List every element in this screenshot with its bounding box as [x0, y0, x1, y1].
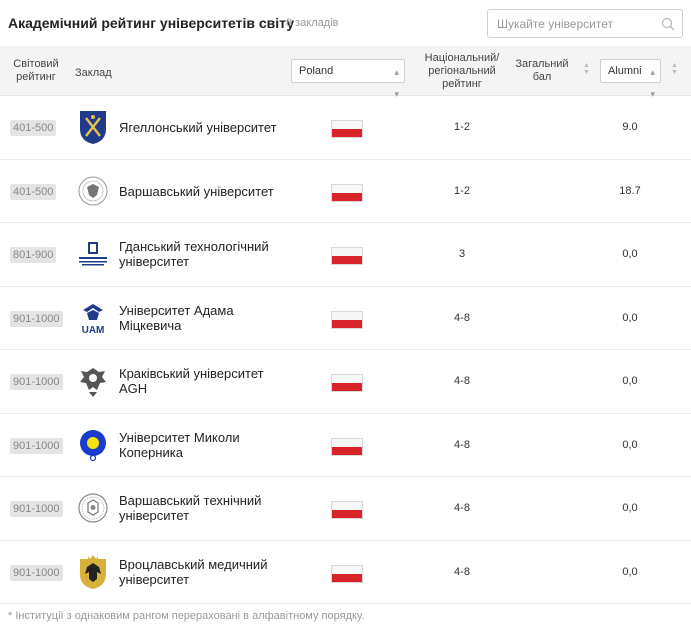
alumni-score: 0,0	[622, 438, 638, 451]
sort-icon[interactable]: ▲ ▼	[583, 62, 590, 76]
search-icon[interactable]	[660, 16, 676, 32]
column-world-rank: Світовий рейтинг	[13, 58, 59, 83]
table-row: 401-500 Ягеллонський університет 1-2 9.0	[0, 96, 691, 160]
table-row: 901-1000 Університет Миколи Коперника 4-…	[0, 414, 691, 477]
institution-name[interactable]: Вроцлавський медичний університет	[119, 556, 268, 587]
table-row: 901-1000 Краківський університет AGH 4-8…	[0, 350, 691, 414]
rank-badge: 901-1000	[10, 564, 63, 581]
page-title: Академічний рейтинг університетів світу	[8, 15, 295, 31]
poland-flag-icon	[331, 183, 363, 202]
institution-name[interactable]: Ягеллонський університет	[119, 120, 277, 135]
national-rank: 4-8	[454, 311, 470, 324]
institution-name[interactable]: Університет Миколи Коперника	[119, 429, 240, 460]
national-rank: 4-8	[454, 502, 470, 514]
alumni-score: 0,0	[622, 375, 638, 387]
table-row: 401-500 Варшавський університет 1-2 18.7	[0, 160, 691, 223]
uam-logo-icon: UAM	[82, 303, 105, 336]
institution-name[interactable]: Варшавський університет	[119, 183, 274, 199]
table-body: 401-500 Ягеллонський університет 1-2 9.0…	[0, 96, 691, 604]
rank-badge: 401-500	[10, 183, 57, 200]
national-rank: 3	[458, 248, 466, 260]
rank-badge: 801-900	[10, 247, 57, 263]
table-row: 901-1000 UAM Університет Адама Міцкевича…	[0, 287, 691, 350]
poland-flag-icon	[331, 247, 363, 265]
column-total-score[interactable]: Загальний бал	[515, 58, 569, 83]
sort-arrows-icon: ▴ ▾	[394, 67, 399, 99]
alumni-score: 0,0	[622, 502, 638, 514]
rank-badge: 401-500	[10, 120, 57, 136]
poland-flag-icon	[331, 310, 363, 329]
footnote: * Інституції з однаковим рангом перерахо…	[8, 610, 365, 622]
top-bar: Академічний рейтинг університетів світу …	[0, 0, 691, 46]
gdansk-tech-logo-icon	[79, 242, 107, 266]
table-header: Світовий рейтинг Заклад Poland ▴ ▾ Націон…	[0, 46, 691, 99]
svg-text:UAM: UAM	[82, 325, 105, 336]
alumni-score: 0,0	[622, 311, 638, 324]
search-input[interactable]	[488, 10, 653, 37]
search-box[interactable]	[487, 9, 683, 38]
national-rank: 4-8	[454, 375, 470, 387]
warsaw-tech-logo-icon	[78, 493, 108, 523]
alumni-score: 0,0	[622, 565, 638, 578]
poland-flag-icon	[331, 437, 363, 456]
poland-flag-icon	[331, 564, 363, 583]
indicator-select-value: Alumni	[608, 65, 642, 77]
warsaw-university-logo-icon	[78, 176, 108, 205]
column-institution: Заклад	[75, 67, 112, 79]
table-row: 901-1000 Варшавський технічний університ…	[0, 477, 691, 541]
rank-badge: 901-1000	[10, 310, 63, 327]
institution-name[interactable]: Університет Адама Міцкевича	[119, 302, 234, 333]
national-rank: 4-8	[454, 565, 470, 578]
poland-flag-icon	[331, 374, 363, 392]
sort-arrows-icon: ▴ ▾	[650, 67, 655, 99]
wroclaw-medical-logo-icon	[80, 554, 106, 589]
rank-badge: 901-1000	[10, 374, 63, 390]
national-rank: 1-2	[454, 121, 470, 133]
poland-flag-icon	[331, 501, 363, 519]
institution-name[interactable]: Варшавський технічний університет	[119, 493, 262, 523]
indicator-select[interactable]: Alumni ▴ ▾	[600, 59, 661, 99]
national-rank: 1-2	[454, 184, 470, 197]
alumni-score: 9.0	[622, 121, 638, 133]
jagiellonian-logo-icon	[80, 111, 106, 144]
national-rank: 4-8	[454, 438, 470, 451]
rank-badge: 901-1000	[10, 501, 63, 517]
country-select[interactable]: Poland ▴ ▾	[291, 59, 405, 99]
sort-icon[interactable]: ▲ ▼	[671, 62, 678, 76]
column-national-rank: Національний/ регіональний рейтинг	[424, 52, 500, 90]
institution-name[interactable]: Краківський університет AGH	[119, 366, 264, 396]
table-row: 901-1000 Вроцлавський медичний університ…	[0, 541, 691, 604]
rank-badge: 901-1000	[10, 437, 63, 454]
table-row: 801-900 Гданський технологічний універси…	[0, 223, 691, 287]
alumni-score: 18.7	[619, 184, 641, 197]
institution-name[interactable]: Гданський технологічний університет	[119, 239, 269, 269]
agh-logo-icon	[80, 368, 106, 397]
institution-count: 8 закладів	[286, 17, 339, 29]
country-select-value: Poland	[299, 65, 334, 77]
copernicus-logo-icon	[80, 429, 106, 461]
poland-flag-icon	[331, 120, 363, 138]
alumni-score: 0,0	[622, 248, 638, 260]
